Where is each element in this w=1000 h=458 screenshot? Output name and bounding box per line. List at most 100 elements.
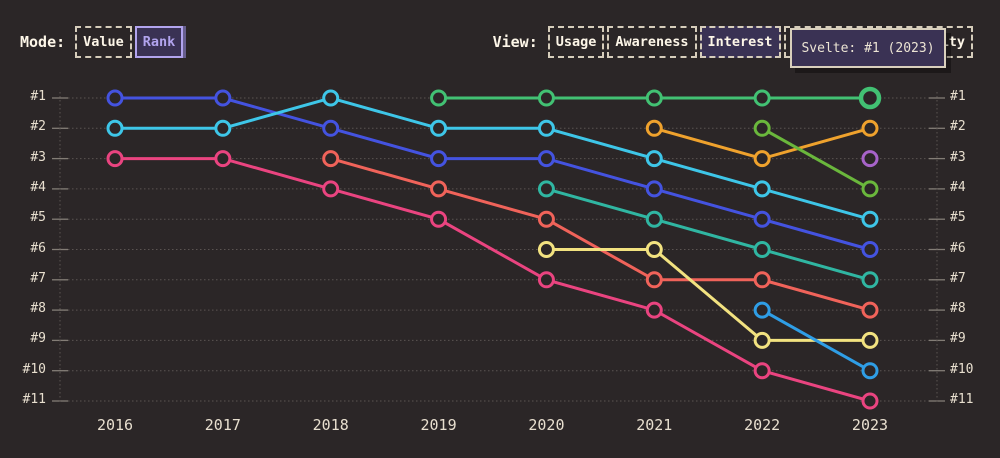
pink-series-point-2023[interactable] (861, 392, 879, 410)
y-axis-label-left-#2: #2 (30, 119, 46, 135)
indigo-series-point-2016[interactable] (106, 89, 124, 107)
indigo-series-point-2022[interactable] (753, 210, 771, 228)
x-axis-label-2021: 2021 (636, 416, 673, 434)
y-axis-label-left-#6: #6 (30, 240, 46, 256)
x-axis-label-2019: 2019 (420, 416, 457, 434)
cyan-series-point-2019[interactable] (430, 119, 448, 137)
x-axis-label-2018: 2018 (312, 416, 349, 434)
indigo-series-point-2017[interactable] (214, 89, 232, 107)
svelte-point-2019[interactable] (430, 89, 448, 107)
y-axis-label-left-#5: #5 (30, 210, 46, 226)
svelte-point-2020[interactable] (537, 89, 555, 107)
y-axis-label-left-#7: #7 (30, 270, 46, 286)
indigo-series-line (115, 96, 871, 251)
x-axis-label-2016: 2016 (96, 416, 134, 434)
view-option-interest[interactable]: Interest (699, 26, 781, 58)
view-option-usage[interactable]: Usage (547, 26, 605, 58)
salmon-series-point-2019[interactable] (430, 180, 448, 198)
salmon-series-point-2023[interactable] (861, 301, 879, 319)
yellow-series-point-2023[interactable] (861, 331, 879, 349)
cyan-series-line (115, 96, 871, 221)
pink-series-point-2016[interactable] (106, 150, 124, 168)
indigo-series-point-2018[interactable] (322, 119, 340, 137)
indigo-series-point-2021[interactable] (645, 180, 663, 198)
y-axis-label-left-#9: #9 (30, 331, 46, 347)
orange-series-point-2021[interactable] (645, 119, 663, 137)
y-axis-label-right-#11: #11 (950, 392, 974, 407)
olive-series-line (761, 126, 871, 191)
view-option-awareness[interactable]: Awareness (607, 26, 697, 58)
y-axis-label-right-#8: #8 (950, 301, 966, 317)
mode-control: Mode: Value Rank (20, 26, 184, 58)
teal-series-point-2022[interactable] (753, 241, 771, 258)
purple-series-point-2023[interactable] (861, 150, 879, 168)
pink-series-point-2019[interactable] (430, 210, 448, 228)
y-axis-label-right-#5: #5 (950, 210, 966, 226)
svelte-point-2022[interactable] (753, 89, 771, 107)
teal-series-point-2021[interactable] (645, 210, 663, 228)
salmon-series-point-2020[interactable] (537, 210, 555, 228)
pink-series-line (115, 157, 871, 403)
y-axis-label-left-#3: #3 (30, 149, 46, 165)
x-axis-label-2017: 2017 (204, 416, 241, 434)
azure-series-line (761, 308, 871, 373)
chart-tooltip: Svelte: #1 (2023) (790, 28, 946, 68)
azure-series-point-2022[interactable] (753, 301, 771, 319)
y-axis-label-left-#4: #4 (30, 179, 46, 195)
teal-series-line (546, 187, 871, 282)
olive-series-point-2023[interactable] (861, 180, 879, 198)
indigo-series-point-2019[interactable] (430, 150, 448, 168)
mode-option-value[interactable]: Value (75, 26, 132, 58)
teal-series-point-2023[interactable] (861, 271, 879, 289)
pink-series-point-2018[interactable] (322, 180, 340, 198)
y-axis-label-right-#1: #1 (950, 89, 966, 104)
y-axis-label-right-#6: #6 (950, 240, 966, 256)
cyan-series-point-2021[interactable] (645, 150, 663, 168)
y-axis-label-right-#7: #7 (950, 270, 966, 286)
y-axis-label-right-#9: #9 (950, 331, 966, 347)
pink-series-point-2022[interactable] (753, 362, 771, 380)
salmon-series-point-2021[interactable] (645, 271, 663, 289)
cyan-series-point-2017[interactable] (214, 119, 232, 137)
y-axis-label-left-#10: #10 (22, 361, 46, 377)
svelte-point-2021[interactable] (645, 89, 663, 107)
pink-series-point-2021[interactable] (645, 301, 663, 319)
x-axis-label-2022: 2022 (744, 416, 781, 434)
yellow-series-point-2020[interactable] (537, 241, 555, 258)
mode-option-rank[interactable]: Rank (134, 26, 184, 58)
view-label: View: (492, 33, 538, 51)
cyan-series-point-2022[interactable] (753, 180, 771, 198)
cyan-series-point-2018[interactable] (322, 89, 340, 107)
y-axis-label-right-#2: #2 (950, 119, 966, 135)
cyan-series-point-2023[interactable] (861, 210, 879, 228)
pink-series-point-2017[interactable] (214, 150, 232, 168)
y-axis-label-left-#8: #8 (30, 301, 46, 317)
salmon-series-point-2018[interactable] (322, 150, 340, 168)
cyan-series-point-2020[interactable] (537, 119, 555, 137)
orange-series-point-2022[interactable] (753, 150, 771, 168)
svelte-point-2023-highlighted[interactable] (858, 86, 882, 110)
yellow-series-point-2021[interactable] (645, 241, 663, 258)
olive-series-point-2022[interactable] (753, 119, 771, 137)
orange-series-point-2023[interactable] (861, 119, 879, 137)
yellow-series-point-2022[interactable] (753, 331, 771, 349)
azure-series-point-2023[interactable] (861, 362, 879, 380)
y-axis-label-right-#10: #10 (950, 361, 974, 377)
y-axis-label-right-#4: #4 (950, 179, 966, 195)
y-axis-label-left-#11: #11 (22, 392, 46, 407)
x-axis-label-2020: 2020 (528, 416, 565, 434)
indigo-series-point-2023[interactable] (861, 241, 879, 258)
indigo-series-point-2020[interactable] (537, 150, 555, 168)
x-axis-label-2023: 2023 (851, 416, 889, 434)
teal-series-point-2020[interactable] (537, 180, 555, 198)
y-axis-label-left-#1: #1 (30, 89, 46, 104)
cyan-series-point-2016[interactable] (106, 119, 124, 137)
mode-label: Mode: (20, 33, 66, 51)
salmon-series-line (330, 157, 871, 312)
pink-series-point-2020[interactable] (537, 271, 555, 289)
mode-button-group: Value Rank (75, 26, 184, 58)
salmon-series-point-2022[interactable] (753, 271, 771, 289)
y-axis-label-right-#3: #3 (950, 149, 966, 165)
